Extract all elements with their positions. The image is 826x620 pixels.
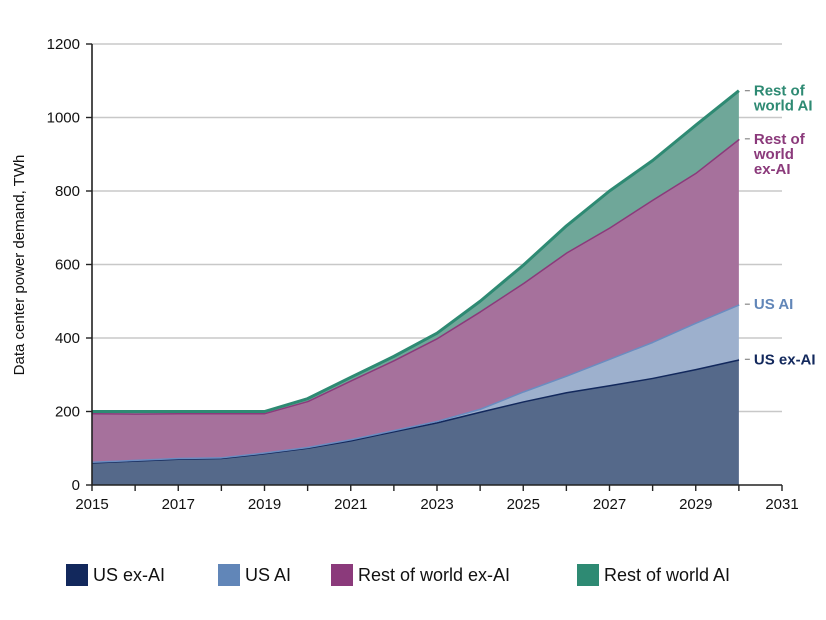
legend-swatch-us-ex-ai [66,564,88,586]
end-label-rest-of-world-ex-ai: ex-AI [754,161,791,178]
end-label-rest-of-world-ex-ai: world [753,146,794,163]
y-tick-label: 400 [55,330,80,347]
area-rest-of-world-ai [92,90,739,414]
stacked-area-chart: 0 200 400 600 800 1000 1200 2015 2017 2019 2021 202… [11,36,816,513]
x-tick-label: 2031 [765,496,798,513]
y-axis-title: Data center power demand, TWh [11,155,28,376]
x-tick-label: 2029 [679,496,712,513]
line-rest-of-world-ai [92,89,740,413]
end-label-rest-of-world-ai: Rest of [754,83,806,100]
y-tick-label: 600 [55,257,80,274]
y-tick-label: 200 [55,404,80,421]
legend-item-us-ex-ai: US ex-AI [66,560,165,590]
end-label-us-ai: US AI [754,296,793,313]
x-tick-label: 2019 [248,496,281,513]
x-tick-label: 2023 [420,496,453,513]
x-tick-label: 2017 [162,496,195,513]
legend-item-us-ai: US AI [218,560,291,590]
end-label-rest-of-world-ai: world AI [753,98,813,115]
legend-label-us-ai: US AI [245,564,292,585]
x-tick-label: 2025 [507,496,540,513]
area-series [91,89,740,485]
legend-item-rest-of-world-ai: Rest of world AI [577,560,730,590]
x-tick-label: 2015 [75,496,108,513]
legend-item-rest-of-world-ex-ai: Rest of world ex-AI [331,560,510,590]
y-tick-label: 0 [72,477,80,494]
area-us-ai [92,304,739,463]
end-label-us-ex-ai: US ex-AI [754,351,816,368]
axes: 0 200 400 600 800 1000 1200 2015 2017 2019 2021 202… [47,36,799,513]
y-tick-label: 800 [55,183,80,200]
legend: US ex-AI US AI Rest of world ex-AI Rest of … [0,560,826,590]
legend-swatch-rest-of-world-ai [577,564,599,586]
legend-label-rest-of-world-ex-ai: Rest of world ex-AI [358,564,511,585]
x-tick-label: 2021 [334,496,367,513]
legend-swatch-us-ai [218,564,240,586]
end-label-rest-of-world-ex-ai: Rest of [754,131,806,148]
y-tick-label: 1200 [47,36,80,53]
area-rest-of-world-ex-ai [92,138,739,462]
legend-label-rest-of-world-ai: Rest of world AI [604,564,731,585]
y-tick-label: 1000 [47,110,80,127]
legend-swatch-rest-of-world-ex-ai [331,564,353,586]
legend-label-us-ex-ai: US ex-AI [93,564,166,585]
x-tick-label: 2027 [593,496,626,513]
